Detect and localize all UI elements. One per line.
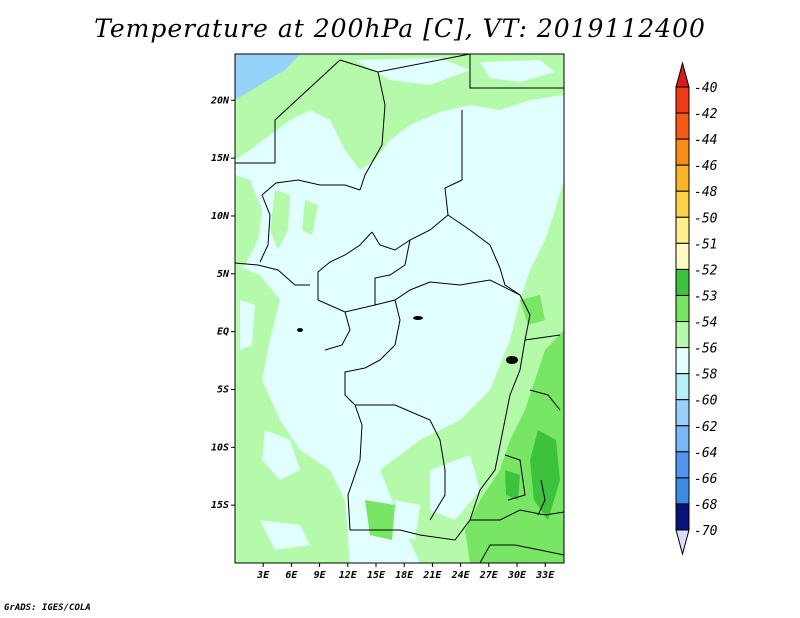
cold-patch (235, 54, 300, 100)
colorbar-label: -56 (694, 342, 718, 357)
lat-tick-label: 15S (211, 500, 229, 511)
colorbar-label: -58 (694, 368, 718, 383)
colorbar-label: -70 (694, 524, 718, 539)
colorbar-segment (675, 268, 690, 296)
lakes (297, 316, 518, 364)
colorbar-bottom-arrow (675, 529, 690, 556)
colorbar-label: -66 (694, 472, 718, 487)
colorbar-segment (675, 190, 690, 218)
lon-tick-label: 30E (507, 570, 527, 581)
colorbar-label: -46 (694, 159, 718, 174)
colorbar-segment (675, 242, 690, 270)
colorbar: -40 -42 -44 -46 -48 -50 -51 -52 -53 -54 -56 -58 -60 -… (675, 61, 718, 556)
colorbar-label: -52 (694, 263, 718, 278)
lat-tick-label: 5S (217, 384, 229, 395)
colorbar-segment (675, 216, 690, 244)
latitude-axis: 20N 15N 10N 5N EQ 5S 10S 15S (210, 95, 235, 511)
chart-title: Temperature at 200hPa [C], VT: 201911240… (94, 14, 706, 43)
map-frame (234, 53, 565, 564)
warmest-patch (530, 430, 560, 520)
colorbar-segment (675, 425, 690, 453)
lat-tick-label: 15N (211, 153, 230, 164)
lon-tick-label: 15E (367, 570, 386, 581)
colorbar-segment (675, 294, 690, 323)
colorbar-top-arrow (675, 61, 690, 88)
colorbar-segment (675, 321, 690, 349)
warm-streak-west (235, 175, 262, 270)
colorbar-label: -54 (694, 316, 717, 331)
lon-tick-label: 21E (422, 570, 442, 581)
colorbar-segment (675, 164, 690, 192)
longitude-axis: 3E 6E 9E 12E 15E 18E 21E 24E 27E 30E 33E (256, 563, 555, 581)
temperature-field (235, 54, 564, 563)
lon-tick-label: 3E (256, 570, 270, 581)
lon-tick-label: 24E (451, 570, 471, 581)
lat-tick-label: 5N (217, 269, 230, 280)
colorbar-segment (675, 503, 690, 531)
lon-tick-label: 27E (479, 570, 499, 581)
colorbar-segment (675, 138, 690, 166)
lat-tick-label: 20N (210, 95, 230, 106)
colorbar-segment (675, 86, 690, 114)
lon-tick-label: 33E (535, 570, 555, 581)
warm-region-southwest (235, 265, 350, 563)
colorbar-label: -62 (694, 420, 718, 435)
lon-tick-label: 18E (395, 570, 414, 581)
grads-credit: GrADS: IGES/COLA (4, 603, 91, 613)
colorbar-label: -53 (694, 289, 717, 304)
colorbar-label: -64 (694, 446, 717, 461)
warm-band-north (235, 54, 564, 170)
colorbar-label: -60 (694, 394, 718, 409)
colorbar-segment (675, 112, 690, 140)
colorbar-label: -50 (694, 211, 718, 226)
colorbar-segment (675, 477, 690, 505)
colorbar-label: -48 (694, 185, 718, 200)
colorbar-segment (675, 399, 690, 427)
colorbar-label: -40 (694, 81, 718, 96)
colorbar-label: -51 (694, 237, 717, 252)
lon-tick-label: 9E (314, 570, 327, 581)
lat-tick-label: 10S (211, 442, 229, 453)
lon-tick-label: 12E (339, 570, 358, 581)
colorbar-label: -44 (694, 133, 717, 148)
lat-tick-label: 10N (211, 211, 230, 222)
colorbar-segment (675, 373, 690, 401)
lon-tick-label: 6E (285, 570, 298, 581)
lat-tick-label: EQ (217, 327, 229, 338)
colorbar-label: -42 (694, 107, 718, 122)
colorbar-segment (675, 347, 690, 375)
colorbar-segment (675, 451, 690, 479)
country-borders (235, 54, 564, 563)
colorbar-label: -68 (694, 498, 718, 513)
